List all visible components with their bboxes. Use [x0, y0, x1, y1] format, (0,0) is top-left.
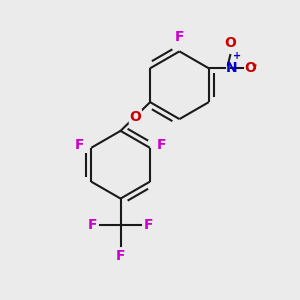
Text: F: F	[74, 138, 84, 152]
Text: +: +	[233, 51, 241, 61]
Text: F: F	[157, 138, 167, 152]
Text: -: -	[251, 59, 256, 72]
Text: F: F	[116, 249, 125, 262]
Text: F: F	[88, 218, 98, 232]
Text: N: N	[226, 61, 237, 75]
Text: F: F	[175, 30, 184, 44]
Text: F: F	[143, 218, 153, 232]
Text: O: O	[244, 61, 256, 75]
Text: O: O	[129, 110, 141, 124]
Text: O: O	[224, 36, 236, 50]
